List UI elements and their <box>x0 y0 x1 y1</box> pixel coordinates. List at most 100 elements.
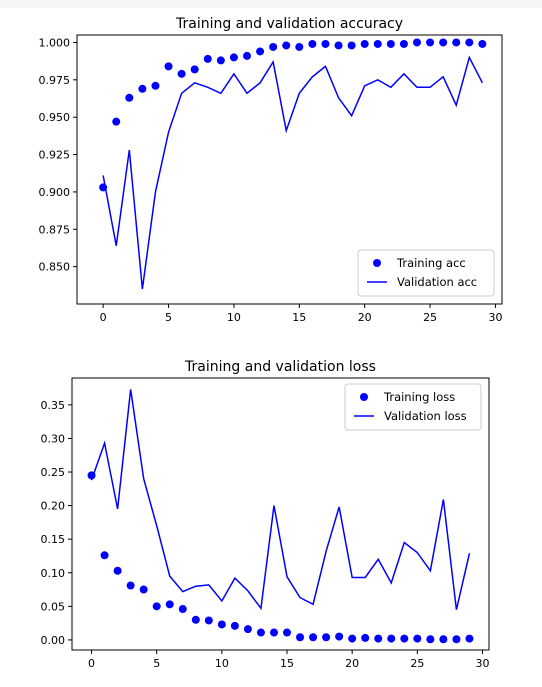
data-point <box>296 633 305 642</box>
data-point <box>151 81 160 90</box>
legend: Training loss Validation loss <box>344 383 482 431</box>
data-point <box>347 41 356 50</box>
y-tick-label: 0.10 <box>41 567 66 580</box>
chart-title: Training and validation loss <box>184 359 376 375</box>
data-point <box>269 42 278 51</box>
data-point <box>190 65 199 74</box>
x-tick-label: 0 <box>88 657 95 670</box>
data-point <box>478 39 487 48</box>
y-tick-label: 0.35 <box>41 399 66 412</box>
legend: Training acc Validation acc <box>357 249 495 297</box>
data-point <box>452 635 461 644</box>
series-training-acc <box>99 38 487 192</box>
data-point <box>112 117 121 126</box>
data-point <box>360 39 369 48</box>
data-point <box>439 635 448 644</box>
x-tick-label: 20 <box>345 657 359 670</box>
data-point <box>386 39 395 48</box>
data-point <box>439 38 448 47</box>
legend-label: Training loss <box>383 390 455 404</box>
x-tick-label: 10 <box>215 657 229 670</box>
data-point <box>426 635 435 644</box>
plot-frame <box>76 34 503 305</box>
x-tick-label: 20 <box>358 311 372 324</box>
data-point <box>178 605 187 614</box>
data-point <box>361 633 370 642</box>
y-tick-label: 0.05 <box>41 600 66 613</box>
data-point <box>229 53 238 62</box>
series-validation-acc <box>102 55 484 290</box>
series-line <box>90 389 471 611</box>
data-point <box>152 602 161 611</box>
y-tick-label: 0.30 <box>41 432 66 445</box>
data-point <box>282 41 291 50</box>
data-point <box>138 84 147 93</box>
legend-dot-swatch <box>360 393 368 401</box>
chart-loss: Training and validation loss 0 5 10 15 20 25 30… <box>41 359 490 670</box>
data-point <box>465 634 474 643</box>
data-point <box>139 585 148 594</box>
data-point <box>399 39 408 48</box>
data-point <box>256 628 265 637</box>
data-point <box>243 625 252 634</box>
y-tick-label: 0.20 <box>41 500 66 513</box>
data-point <box>295 42 304 51</box>
legend-box <box>357 249 495 297</box>
data-point <box>100 551 109 560</box>
data-point <box>230 621 239 630</box>
y-tick-label: 0.15 <box>41 533 66 546</box>
data-point <box>413 634 422 643</box>
chart-accuracy: Training and validation accuracy 0 5 10 15 20… <box>39 16 503 324</box>
chart-title: Training and validation accuracy <box>175 16 403 32</box>
data-point <box>387 634 396 643</box>
data-point <box>191 615 200 624</box>
x-tick-label: 15 <box>280 657 294 670</box>
y-tick-label: 0.00 <box>41 634 66 647</box>
legend-label: Training acc <box>396 256 466 270</box>
data-point <box>283 628 292 637</box>
top-strip <box>0 0 542 8</box>
data-point <box>335 632 344 641</box>
data-point <box>373 39 382 48</box>
y-tick-label: 0.875 <box>39 223 71 236</box>
x-tick-label: 0 <box>100 311 107 324</box>
data-point <box>374 634 383 643</box>
x-tick-label: 15 <box>292 311 306 324</box>
data-point <box>348 634 357 643</box>
plot-frame <box>71 377 490 651</box>
y-tick-label: 0.25 <box>41 466 66 479</box>
data-point <box>322 633 331 642</box>
series-validation-loss <box>90 389 471 611</box>
data-point <box>321 39 330 48</box>
series-line <box>102 55 484 290</box>
x-tick-label: 5 <box>165 311 172 324</box>
data-point <box>308 39 317 48</box>
data-point <box>269 628 278 637</box>
series-training-loss <box>87 471 474 644</box>
x-tick-label: 25 <box>410 657 424 670</box>
data-point <box>426 38 435 47</box>
data-point <box>334 41 343 50</box>
y-tick-label: 0.975 <box>39 74 71 87</box>
data-point <box>203 54 212 63</box>
x-tick-label: 30 <box>488 311 502 324</box>
data-point <box>256 47 265 56</box>
legend-label: Validation loss <box>384 409 467 423</box>
data-point <box>452 38 461 47</box>
legend-dot-swatch <box>373 259 381 267</box>
x-tick-label: 10 <box>227 311 241 324</box>
y-tick-label: 0.850 <box>39 261 71 274</box>
y-tick-label: 0.950 <box>39 111 71 124</box>
x-tick-label: 25 <box>423 311 437 324</box>
data-point <box>400 634 409 643</box>
data-point <box>126 581 135 590</box>
data-point <box>413 38 421 47</box>
data-point <box>243 51 251 60</box>
data-point <box>164 62 173 71</box>
data-point <box>165 600 174 609</box>
data-point <box>216 56 225 65</box>
data-point <box>125 93 134 102</box>
x-tick-label: 30 <box>475 657 489 670</box>
data-point <box>465 38 474 47</box>
